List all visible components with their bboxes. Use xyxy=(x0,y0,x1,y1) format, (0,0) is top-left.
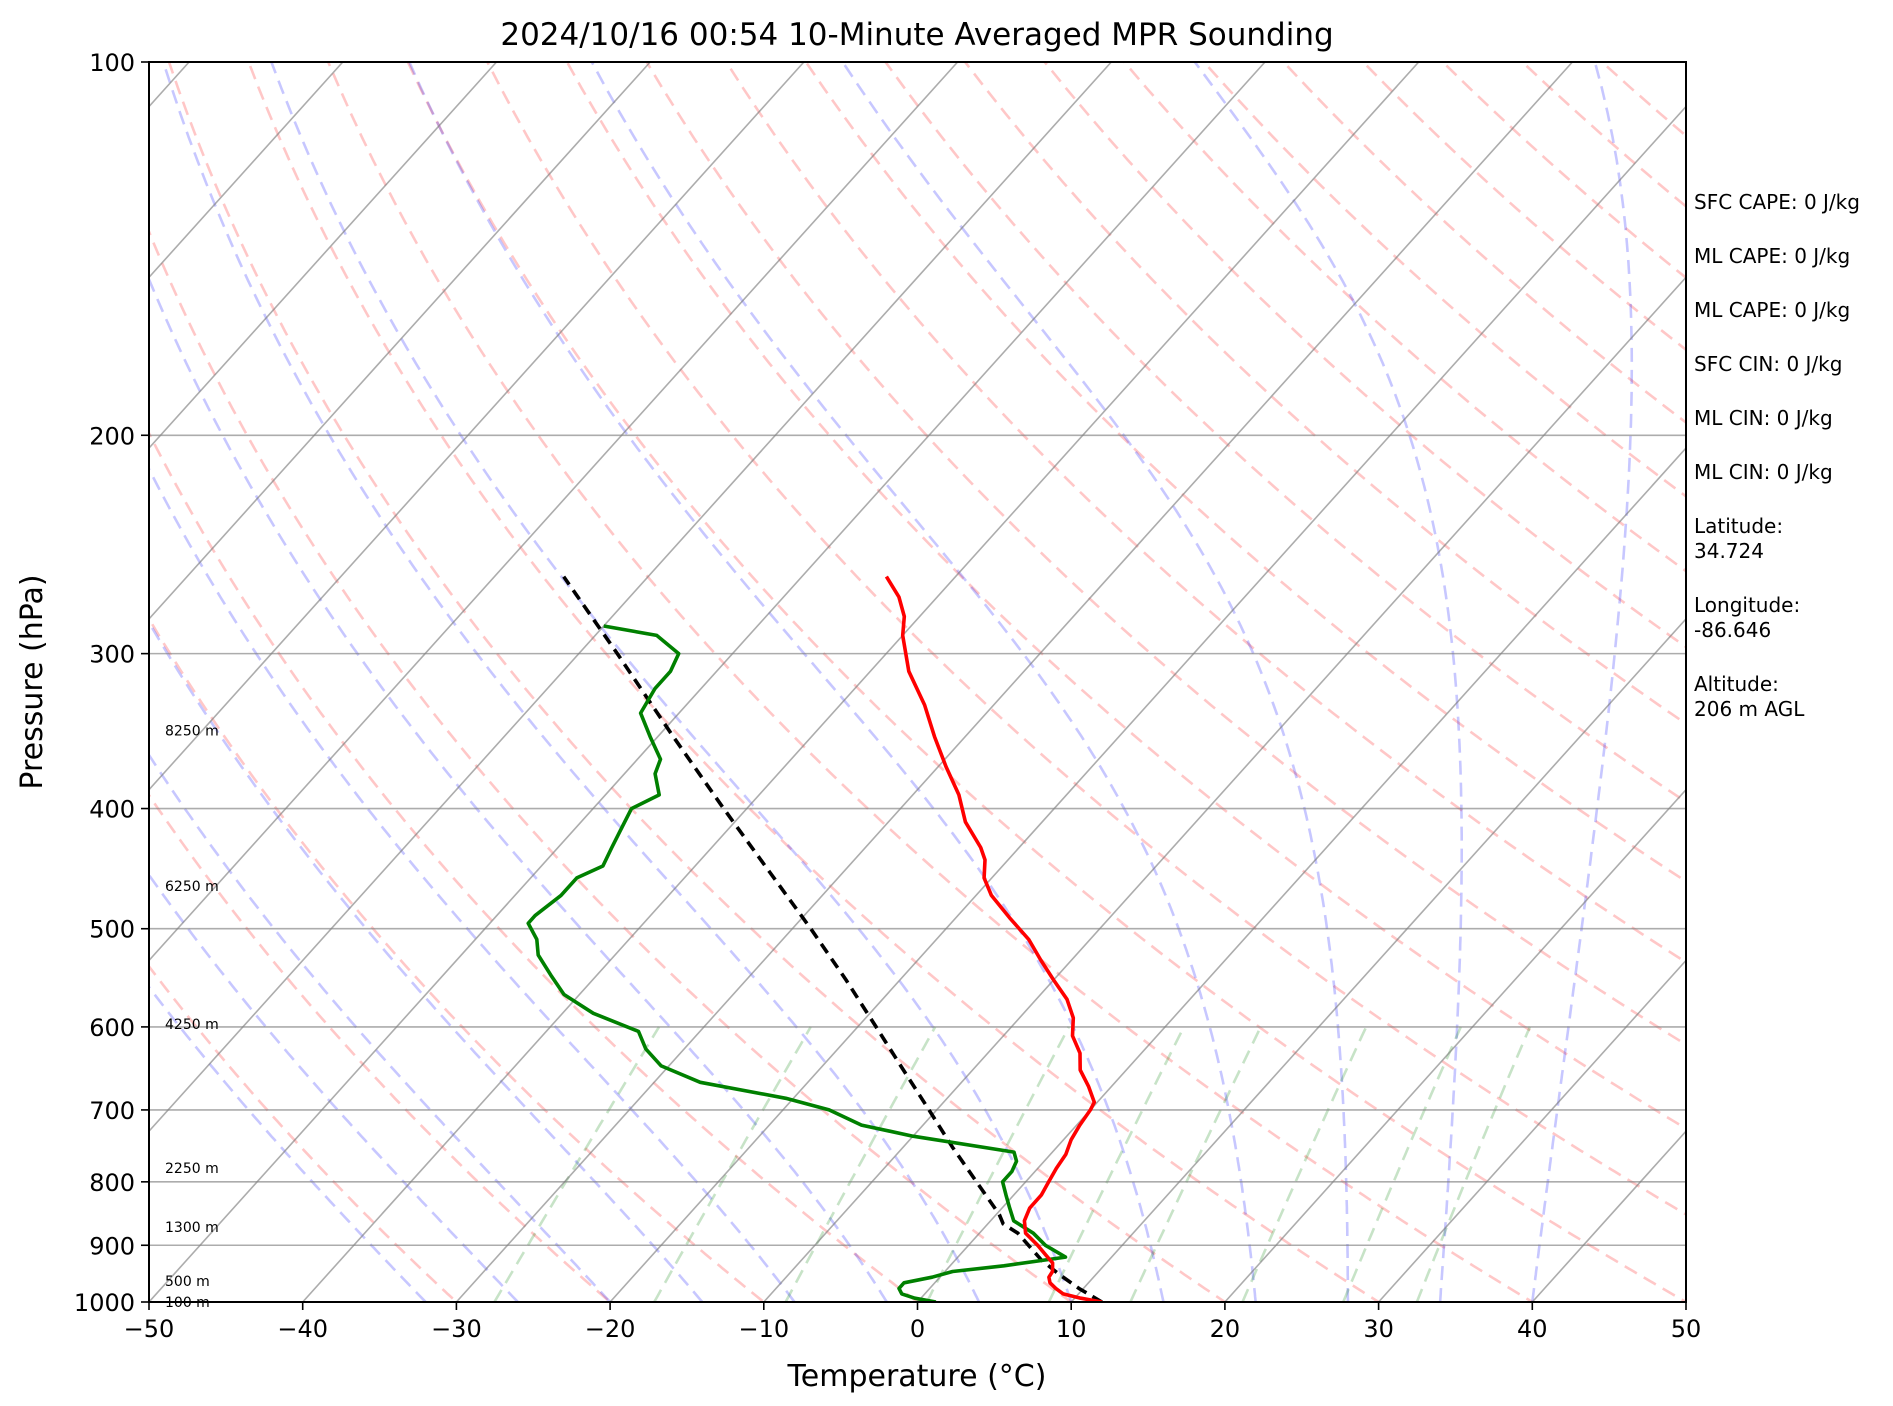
isotherm xyxy=(302,62,1420,1302)
y-tick-label: 100 xyxy=(89,49,135,77)
moist-adiabat xyxy=(1193,62,1463,1302)
mixing-line xyxy=(653,1026,812,1302)
parcel-profile-line xyxy=(562,575,1103,1302)
y-tick-label: 200 xyxy=(89,422,135,450)
latitude-text: Latitude: 34.724 xyxy=(1694,514,1784,563)
y-tick-label: 700 xyxy=(89,1097,135,1125)
temperature-profile-line xyxy=(884,575,1103,1302)
dry-adiabat xyxy=(149,228,1074,1302)
sounding-stats-panel: SFC CAPE: 0 J/kg ML CAPE: 0 J/kg ML CAPE… xyxy=(1694,190,1889,751)
x-tick-label: −20 xyxy=(585,1315,636,1343)
y-axis-label: Pressure (hPa) xyxy=(15,574,50,789)
dry-adiabat xyxy=(406,62,1686,1302)
y-tick-label: 900 xyxy=(89,1232,135,1260)
y-tick-label: 1000 xyxy=(74,1289,135,1317)
height-label: 8250 m xyxy=(165,723,219,739)
dewpoint-profile-line xyxy=(526,624,1068,1302)
isotherm xyxy=(1224,788,1686,1302)
isotherm xyxy=(455,62,1573,1302)
dry-adiabat xyxy=(485,62,1686,1216)
isotherm xyxy=(149,62,1112,1133)
dry-adiabat xyxy=(149,793,613,1302)
ml-cape-text-2: ML CAPE: 0 J/kg xyxy=(1694,298,1851,322)
dry-adiabat xyxy=(167,62,1228,1302)
mixing-line xyxy=(493,1026,661,1302)
mixing-line xyxy=(1415,1026,1532,1302)
x-tick-label: −50 xyxy=(124,1315,175,1343)
height-label: 2250 m xyxy=(165,1161,219,1177)
moist-adiabat xyxy=(841,62,1350,1302)
x-tick-label: 10 xyxy=(1056,1315,1087,1343)
y-tick-label: 400 xyxy=(89,796,135,824)
moist-adiabat xyxy=(149,752,612,1302)
height-label: 4250 m xyxy=(165,1017,219,1033)
moist-adiabat xyxy=(408,62,1165,1302)
dry-adiabat xyxy=(645,62,1686,1047)
y-tick-label: 300 xyxy=(89,641,135,669)
y-tick-label: 500 xyxy=(89,916,135,944)
altitude-text: Altitude: 206 m AGL xyxy=(1694,672,1805,721)
dry-adiabat xyxy=(149,964,459,1302)
isotherm xyxy=(609,105,1686,1302)
x-tick-label: 0 xyxy=(910,1315,925,1343)
x-tick-label: 40 xyxy=(1517,1315,1548,1343)
moist-adiabat xyxy=(149,275,888,1302)
dry-adiabat xyxy=(149,430,920,1302)
isotherm xyxy=(149,62,959,962)
isotherm xyxy=(149,62,344,279)
sfc-cape-text: SFC CAPE: 0 J/kg xyxy=(1694,190,1860,214)
moist-adiabat xyxy=(590,62,1257,1302)
ml-cin-text-2: ML CIN: 0 J/kg xyxy=(1694,460,1833,484)
isotherm xyxy=(916,446,1686,1302)
isotherm xyxy=(1378,959,1686,1302)
isotherm xyxy=(149,62,498,450)
x-tick-label: −30 xyxy=(431,1315,482,1343)
moist-adiabat xyxy=(149,984,427,1302)
mixing-line xyxy=(1342,1026,1462,1302)
x-axis-label: Temperature (°C) xyxy=(787,1359,1047,1394)
x-tick-label: −40 xyxy=(277,1315,328,1343)
isotherm xyxy=(149,62,1266,1302)
height-label: 1300 m xyxy=(165,1220,219,1236)
y-tick-label: 800 xyxy=(89,1169,135,1197)
moist-adiabat xyxy=(149,466,796,1302)
moist-adiabat xyxy=(270,62,1073,1302)
x-tick-label: 20 xyxy=(1210,1315,1241,1343)
moist-adiabat xyxy=(149,619,704,1302)
y-tick-label: 600 xyxy=(89,1014,135,1042)
moist-adiabat xyxy=(162,62,981,1302)
isotherm xyxy=(149,62,805,791)
isotherm xyxy=(763,276,1686,1302)
height-label: 6250 m xyxy=(165,879,219,895)
height-label: 500 m xyxy=(165,1274,210,1290)
x-tick-label: 30 xyxy=(1363,1315,1394,1343)
dry-adiabat xyxy=(149,616,766,1302)
dry-adiabat xyxy=(1122,62,1686,573)
dry-adiabat xyxy=(326,62,1535,1302)
dry-adiabat xyxy=(565,62,1686,1131)
sfc-cin-text: SFC CIN: 0 J/kg xyxy=(1694,352,1843,376)
moist-adiabat xyxy=(149,872,519,1302)
ml-cin-text: ML CIN: 0 J/kg xyxy=(1694,406,1833,430)
longitude-text: Longitude: -86.646 xyxy=(1694,593,1801,642)
x-tick-label: −10 xyxy=(738,1315,789,1343)
isotherm xyxy=(149,62,651,621)
dry-adiabat xyxy=(247,62,1382,1302)
isotherm xyxy=(1070,617,1686,1302)
moist-adiabat xyxy=(1531,62,1634,1302)
ml-cape-text: ML CAPE: 0 J/kg xyxy=(1694,244,1851,268)
x-tick-label: 50 xyxy=(1671,1315,1702,1343)
chart-title: 2024/10/16 00:54 10-Minute Averaged MPR … xyxy=(500,17,1333,53)
